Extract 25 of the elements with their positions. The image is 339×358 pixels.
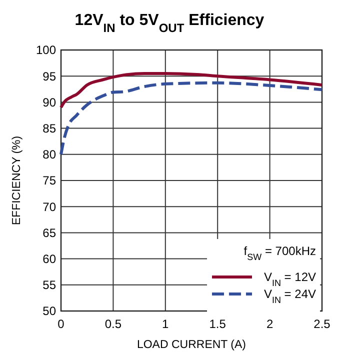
y-tick-label: 65: [42, 226, 56, 240]
y-tick-label: 75: [42, 174, 56, 188]
line-series: [60, 81, 324, 156]
y-tick-label: 55: [42, 278, 56, 292]
line-series: [60, 72, 324, 109]
y-axis-title: EFFICIENCY (%): [11, 136, 23, 226]
x-tick-label: 2: [266, 317, 274, 331]
x-axis-title: LOAD CURRENT (A): [136, 339, 246, 351]
x-tick-label: 0.5: [104, 317, 122, 331]
y-tick-label: 60: [42, 252, 56, 266]
legend-label: V$_{IN}$ = 12V: [264, 270, 316, 288]
y-tick-label: 85: [42, 122, 56, 136]
x-tick-label: 1: [162, 317, 170, 331]
annotation: f$_{SW}$ = 700kHz: [244, 244, 316, 262]
y-tick-label: 90: [42, 95, 56, 110]
x-tick-label: 1.5: [209, 317, 226, 331]
chart-title: 12V$_{IN}$ to 5V$_{OUT}$ Efficiency: [74, 12, 264, 35]
x-tick-label: 2.5: [314, 317, 331, 331]
y-tick-label: 100: [36, 43, 56, 58]
y-tick-label: 50: [42, 304, 56, 318]
y-tick-label: 70: [42, 200, 56, 214]
legend-label: V$_{IN}$ = 24V: [264, 287, 316, 305]
y-tick-label: 95: [42, 69, 56, 84]
x-tick-label: 0: [58, 317, 65, 331]
y-tick-label: 80: [42, 148, 56, 162]
